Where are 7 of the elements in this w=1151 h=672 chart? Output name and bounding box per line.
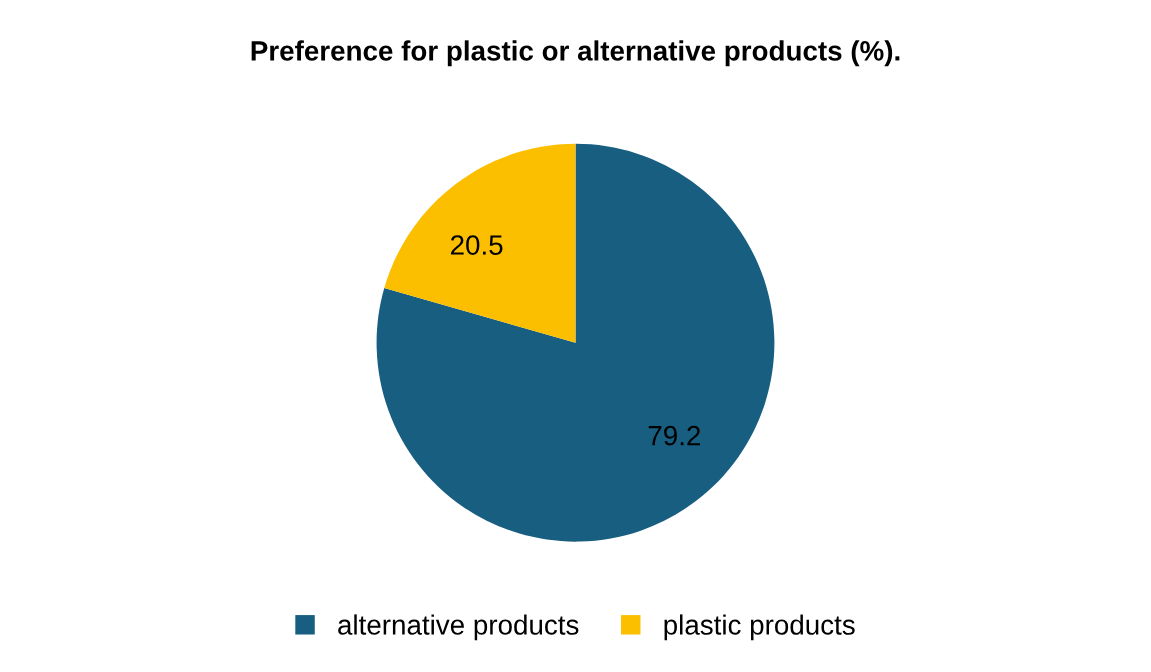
legend-label: alternative products xyxy=(338,614,579,641)
pie-slice xyxy=(376,143,775,542)
pie-slice xyxy=(384,143,576,343)
data-label: 79.2 xyxy=(648,425,701,446)
chart-title: Preference for plastic or alternative products (%). xyxy=(251,40,900,67)
legend-label: plastic products xyxy=(664,614,855,641)
data-label: 20.5 xyxy=(451,235,503,255)
